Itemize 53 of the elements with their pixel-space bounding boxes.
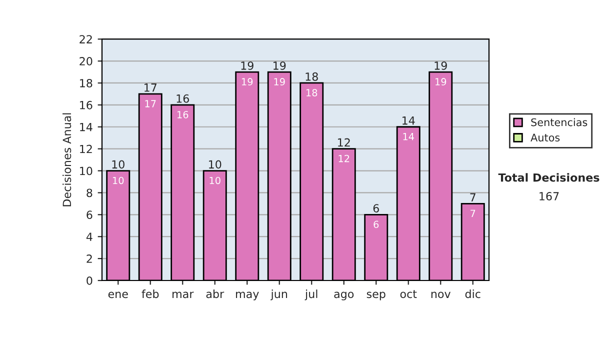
total-label: 19 <box>434 61 447 70</box>
x-tick-label: jun <box>270 290 288 300</box>
total-label: 17 <box>144 84 156 92</box>
total-label: 6 <box>373 204 379 213</box>
data-label: 19 <box>242 78 253 86</box>
data-label: 6 <box>374 220 379 228</box>
x-tick-label: nov <box>431 292 450 298</box>
y-tick-label: 18 <box>80 78 92 88</box>
y-tick-label: 8 <box>86 188 92 198</box>
total-label: 18 <box>306 72 318 81</box>
y-tick-label: 6 <box>86 210 92 220</box>
total-label: 12 <box>338 138 350 147</box>
data-label: 19 <box>274 78 285 86</box>
data-label: 18 <box>306 89 318 96</box>
y-tick-label: 14 <box>80 123 92 132</box>
total-label: 14 <box>402 116 415 125</box>
y-tick-label: 20 <box>80 57 92 66</box>
x-tick-label: mar <box>172 292 194 298</box>
y-tick-label: 0 <box>86 276 92 285</box>
data-label: 7 <box>470 210 476 217</box>
x-tick-label: dic <box>465 290 480 298</box>
x-tick-label: abr <box>206 290 224 298</box>
y-tick-label: 16 <box>80 100 92 110</box>
y-tick-label: 22 <box>80 35 92 44</box>
data-label: 17 <box>145 100 156 108</box>
total-label: 7 <box>470 193 476 202</box>
y-axis-title: Decisiones Anual <box>62 113 72 206</box>
x-tick-label: ago <box>334 292 354 300</box>
x-tick-label: ene <box>108 292 128 298</box>
total-label: 19 <box>274 61 286 70</box>
data-label: 16 <box>178 110 188 118</box>
x-tick-label: feb <box>142 290 159 298</box>
data-label: 14 <box>403 133 414 140</box>
x-tick-label: oct <box>400 290 417 298</box>
data-label: 12 <box>338 154 350 162</box>
x-tick-label: sep <box>366 292 386 300</box>
total-label: 16 <box>176 94 189 103</box>
x-tick-label: may <box>236 292 259 300</box>
y-tick-label: 10 <box>80 166 92 176</box>
data-label: 10 <box>210 176 220 184</box>
y-tick-label: 12 <box>80 144 92 154</box>
total-label: 19 <box>241 61 254 70</box>
data-label: 19 <box>436 78 446 86</box>
text: Total Decisiones <box>498 173 600 182</box>
legend-label: Autos <box>530 134 560 142</box>
data-label: 10 <box>113 176 124 184</box>
x-tick-label: jul <box>304 290 318 300</box>
total-label: 10 <box>209 160 222 169</box>
y-tick-label: 4 <box>86 232 92 241</box>
y-tick-label: 2 <box>86 254 92 263</box>
total-label: 10 <box>112 160 124 169</box>
legend-label: Sentencias <box>531 118 588 126</box>
text: 167 <box>540 192 559 200</box>
